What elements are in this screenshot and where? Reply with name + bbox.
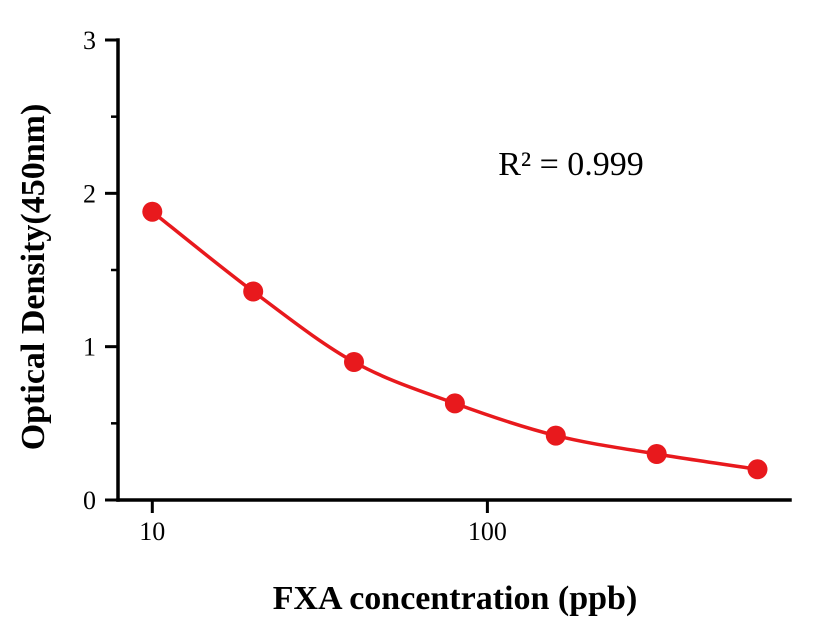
x-axis-title: FXA concentration (ppb) xyxy=(272,580,638,617)
y-axis-title: Optical Density(450nm) xyxy=(15,103,52,451)
x-axis-tick-label: 10 xyxy=(139,517,165,546)
data-point xyxy=(444,393,465,414)
data-point xyxy=(646,444,667,464)
y-axis-tick-label: 0 xyxy=(83,486,96,515)
y-axis-tick-label: 3 xyxy=(83,26,96,55)
x-axis-tick-label: 100 xyxy=(468,517,507,546)
r-squared-annotation: R² = 0.999 xyxy=(498,146,644,183)
data-point xyxy=(142,201,163,222)
y-axis-tick-label: 1 xyxy=(83,333,96,362)
series-curve xyxy=(150,209,760,472)
data-point xyxy=(747,459,768,480)
y-axis-tick-label: 2 xyxy=(83,179,96,208)
data-point xyxy=(344,352,364,372)
data-point xyxy=(545,425,566,446)
data-point xyxy=(243,281,264,302)
